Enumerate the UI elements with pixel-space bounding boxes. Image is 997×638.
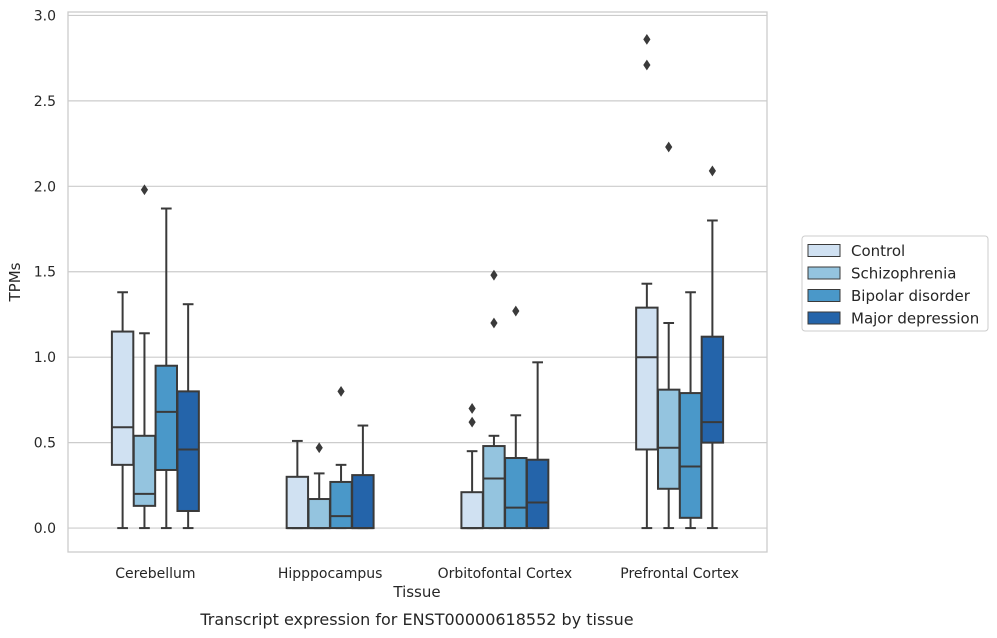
outlier-point	[468, 403, 476, 414]
legend-label: Major depression	[851, 310, 979, 328]
x-axis-label: Tissue	[392, 583, 440, 601]
outlier-point	[315, 442, 323, 454]
box-iqr	[154, 364, 179, 471]
box-major-depression	[525, 361, 550, 530]
box-schizophrenia	[307, 442, 331, 530]
x-tick-label: Prefrontal Cortex	[620, 566, 739, 582]
box-iqr	[460, 491, 484, 530]
box-control	[635, 33, 659, 530]
y-tick-label: 1.0	[34, 350, 56, 366]
box-iqr	[351, 474, 375, 530]
box-bipolar-disorder	[678, 291, 703, 530]
outlier-point	[337, 385, 345, 397]
outlier-point	[490, 269, 498, 281]
box-schizophrenia	[132, 184, 157, 530]
box-iqr	[656, 388, 681, 490]
legend: Control Schizophrenia Bipolar disorder Majo…	[801, 235, 989, 332]
outlier-point	[468, 416, 476, 428]
plot-frame	[67, 11, 768, 553]
box-iqr	[525, 458, 550, 530]
legend-swatch	[807, 266, 841, 280]
box-schizophrenia	[482, 269, 506, 530]
legend-frame	[801, 235, 989, 332]
y-tick-label: 3.0	[34, 8, 56, 24]
y-tick-label: 0.0	[34, 521, 56, 537]
box-schizophrenia	[656, 141, 681, 530]
box-bipolar-disorder	[329, 385, 353, 530]
outlier-point	[643, 59, 651, 71]
box-major-depression	[700, 165, 725, 530]
box-iqr	[307, 498, 331, 530]
box-iqr	[176, 390, 200, 512]
legend-swatch	[807, 244, 841, 257]
box-control	[285, 439, 310, 530]
box-bipolar-disorder	[504, 305, 528, 530]
x-tick-label: Hipppocampus	[278, 566, 383, 582]
chart-caption: Transcript expression for ENST0000061855…	[199, 610, 633, 629]
outlier-point	[643, 33, 651, 45]
y-axis-label: TPMs	[6, 262, 24, 302]
y-tick-label: 1.5	[34, 265, 56, 281]
box-iqr	[285, 475, 310, 530]
box-iqr	[700, 335, 725, 444]
x-tick-labels: Cerebellum Hipppocampus Orbitofontal Corte…	[115, 566, 739, 582]
outlier-point	[490, 317, 498, 329]
legend-swatch	[807, 289, 841, 302]
box-iqr	[329, 480, 353, 530]
y-tick-label: 2.0	[34, 179, 56, 195]
box-major-depression	[176, 303, 200, 530]
box-iqr	[482, 445, 506, 530]
outlier-point	[708, 165, 716, 177]
y-tick-label: 0.5	[34, 436, 56, 452]
box-bipolar-disorder	[154, 207, 179, 530]
box-iqr	[110, 330, 135, 466]
outlier-point	[665, 141, 673, 153]
legend-label: Control	[851, 242, 905, 260]
box-control	[110, 291, 135, 530]
box-iqr	[132, 434, 157, 507]
box-iqr	[678, 392, 703, 519]
legend-label: Schizophrenia	[851, 265, 956, 283]
box-iqr	[504, 457, 528, 530]
y-tick-labels: 0.0 0.5 1.0 1.5 2.0 2.5 3.0	[34, 8, 56, 537]
box-iqr	[635, 306, 659, 451]
y-tick-label: 2.5	[34, 94, 56, 110]
outlier-point	[512, 305, 520, 317]
outlier-point	[140, 184, 149, 196]
box-groups	[110, 33, 725, 530]
x-tick-label: Orbitofontal Cortex	[438, 566, 573, 582]
box-major-depression	[351, 424, 375, 530]
x-tick-label: Cerebellum	[115, 566, 195, 582]
legend-label: Bipolar disorder	[851, 287, 971, 305]
box-control	[460, 403, 484, 530]
legend-swatch	[807, 311, 841, 325]
